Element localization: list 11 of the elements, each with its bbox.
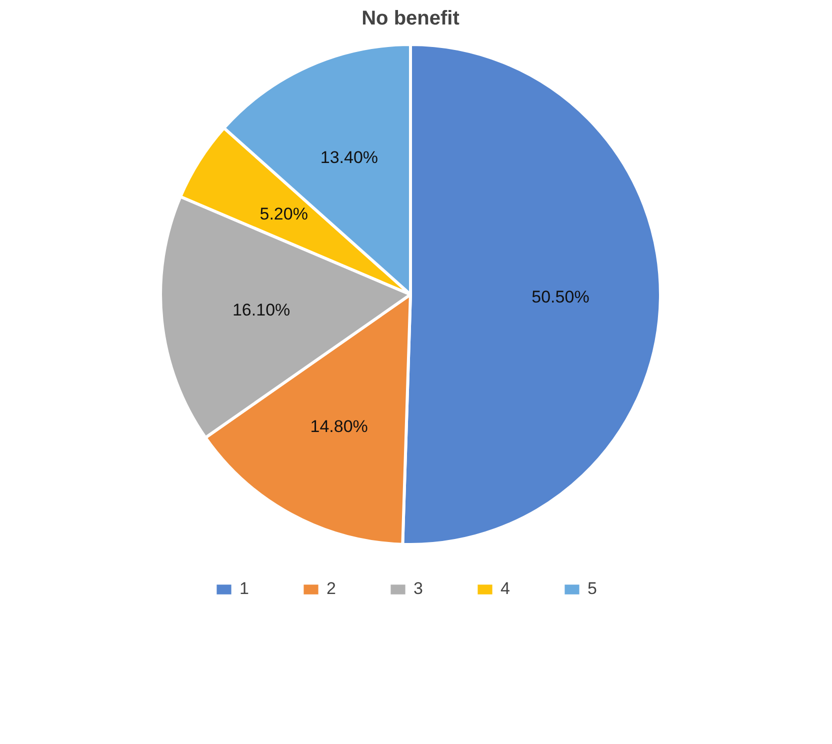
legend-label: 2 xyxy=(326,579,337,599)
legend-label: 1 xyxy=(240,579,250,599)
data-label: 50.50% xyxy=(532,287,590,306)
data-label: 5.20% xyxy=(260,204,308,224)
legend-label: 4 xyxy=(500,579,511,599)
data-label: 14.80% xyxy=(310,416,368,436)
data-label: 13.40% xyxy=(320,148,378,168)
data-label: 16.10% xyxy=(232,300,290,320)
legend-label: 5 xyxy=(588,579,598,599)
legend-label: 3 xyxy=(414,579,424,599)
chart-title: No benefit xyxy=(362,8,460,30)
